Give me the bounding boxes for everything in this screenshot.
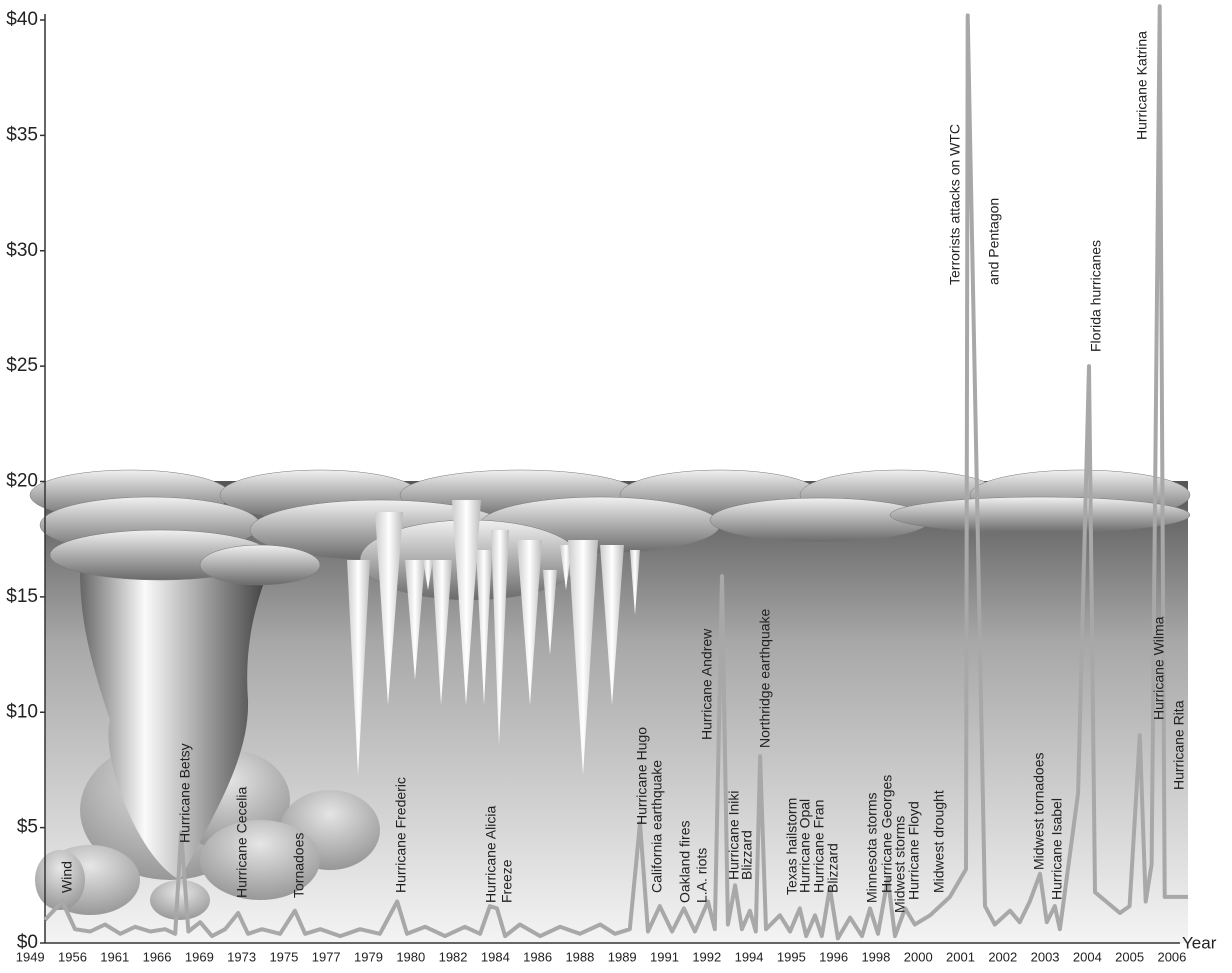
annotation: Hurricane Katrina	[1134, 31, 1150, 140]
y-tick-label: $15	[6, 586, 38, 607]
annotation: California earthquake	[649, 760, 665, 893]
annotation: Hurricane Alicia	[483, 806, 499, 903]
y-tick-label: $0	[17, 932, 38, 953]
x-tick-label: 1956	[58, 950, 87, 965]
annotation: Northridge earthquake	[757, 608, 773, 748]
x-tick-label: 2001	[946, 950, 975, 965]
annotation: Blizzard	[739, 830, 755, 880]
annotation: Hurricane Floyd	[906, 801, 922, 900]
x-tick-label: 1988	[565, 950, 594, 965]
y-tick-label: $40	[6, 9, 38, 30]
x-tick-label: 1969	[185, 950, 214, 965]
x-tick-label: 1991	[650, 950, 679, 965]
annotation: Hurricane Frederic	[393, 777, 409, 893]
annotation: Midwest storms	[892, 816, 908, 913]
decoration	[29, 469, 1191, 943]
annotation: Hurricane Andrew	[699, 628, 715, 740]
annotation: Oakland fires	[677, 821, 693, 903]
x-tick-label: 1984	[481, 950, 510, 965]
x-tick-label: 1995	[777, 950, 806, 965]
annotation: Hurricane Georges	[879, 775, 895, 893]
annotation: Florida hurricanes	[1088, 240, 1104, 352]
x-tick-label: 2005	[1115, 950, 1144, 965]
x-tick-label: 1980	[396, 950, 425, 965]
annotation: Hurricane Wilma	[1151, 616, 1167, 720]
annotation: Midwest drought	[931, 790, 947, 893]
y-tick-label: $20	[6, 471, 38, 492]
x-tick-label: 1979	[354, 950, 383, 965]
x-tick-label: 1986	[523, 950, 552, 965]
x-tick-label: 1996	[819, 950, 848, 965]
x-tick-label: 1973	[227, 950, 256, 965]
annotation: Midwest tornadoes	[1031, 752, 1047, 870]
x-tick-label: 1977	[312, 950, 341, 965]
annotation: and Pentagon	[986, 198, 1002, 285]
x-tick-label: 2004	[1073, 950, 1102, 965]
annotation: Tornadoes	[291, 833, 307, 898]
annotation: Hurricane Rita	[1171, 700, 1187, 790]
y-tick-label: $30	[6, 240, 38, 261]
annotation: Freeze	[499, 859, 515, 903]
x-tick-label: 1989	[608, 950, 637, 965]
annotation: Hurricane Hugo	[634, 727, 650, 825]
annotation: Hurricane Fran	[811, 800, 827, 893]
annotation: Minnesota storms	[864, 793, 880, 903]
annotation: Wind	[59, 861, 75, 893]
x-tick-label: 1961	[100, 950, 129, 965]
annotation: Hurricane Isabel	[1049, 798, 1065, 900]
y-tick-label: $10	[6, 701, 38, 722]
annotation: Blizzard	[825, 843, 841, 893]
x-tick-label: 2003	[1031, 950, 1060, 965]
x-tick-label: 1992	[692, 950, 721, 965]
x-tick-label: 1994	[735, 950, 764, 965]
annotation: Texas hailstorm	[784, 798, 800, 895]
loss-line	[43, 4, 1188, 941]
annotation: Hurricane Betsy	[177, 743, 193, 843]
x-axis-title: Year	[1182, 933, 1217, 952]
annotation: Terrorists attacks on WTC	[947, 124, 963, 285]
annotation: L.A. riots	[694, 848, 710, 903]
x-tick-label: 1966	[143, 950, 172, 965]
annotation: Hurricane Cecelia	[234, 787, 250, 898]
x-tick-label: 1998	[861, 950, 890, 965]
y-tick-label: $25	[6, 355, 38, 376]
x-tick-label: 2000	[904, 950, 933, 965]
annotation: Hurricane Iniki	[726, 791, 742, 880]
x-tick-label: 2006	[1157, 950, 1186, 965]
annotation: Hurricane Opal	[797, 799, 813, 893]
y-tick-label: $35	[6, 124, 38, 145]
x-tick-label: 1975	[269, 950, 298, 965]
x-tick-label: 1949	[16, 950, 45, 965]
x-tick-label: 2002	[988, 950, 1017, 965]
y-tick-label: $5	[17, 817, 38, 838]
x-tick-label: 1982	[439, 950, 468, 965]
